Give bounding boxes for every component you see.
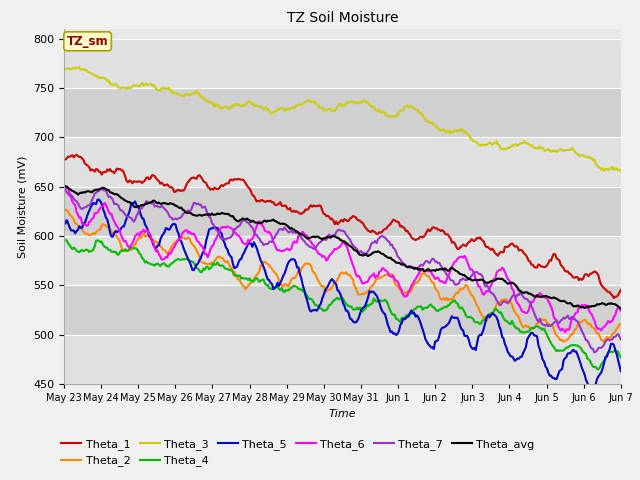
Theta_avg [127,201,135,206]
Theta_2 [462,282,470,288]
Theta_7 [465,276,472,282]
Theta_4 [595,366,602,372]
Theta_1 [282,203,290,209]
Theta_2 [560,339,568,345]
Theta_6 [410,278,418,284]
Theta_7 [591,349,598,355]
Theta_7 [410,265,418,271]
Theta_4 [127,245,135,251]
Line: Theta_2: Theta_2 [64,209,621,342]
Theta_2 [60,206,68,212]
Bar [64,335,621,384]
Theta_4 [465,314,472,320]
Theta_avg [617,306,625,312]
Line: Theta_5: Theta_5 [64,200,621,391]
Theta_4 [410,306,418,312]
Theta_1 [412,237,419,243]
Theta_5 [129,200,136,206]
Theta_avg [462,274,470,280]
Theta_4 [462,312,470,318]
Bar [64,39,621,88]
Theta_avg [465,276,472,282]
Theta_5 [282,267,290,273]
Theta_6 [561,329,569,335]
Theta_avg [60,182,68,188]
Theta_3 [412,107,419,112]
Theta_5 [617,368,625,374]
Line: Theta_7: Theta_7 [64,188,621,352]
Y-axis label: Soil Moisture (mV): Soil Moisture (mV) [17,155,28,258]
Theta_5 [412,314,419,320]
Title: TZ Soil Moisture: TZ Soil Moisture [287,11,398,25]
Theta_2 [281,281,289,287]
Theta_2 [465,287,472,293]
Theta_1 [243,182,251,188]
Theta_1 [617,287,625,293]
Bar [64,88,621,137]
Theta_1 [467,239,474,244]
Theta_4 [60,237,68,243]
Theta_3 [617,168,625,174]
Text: TZ_sm: TZ_sm [67,35,108,48]
Line: Theta_6: Theta_6 [64,187,621,332]
Theta_7 [127,215,135,221]
Theta_2 [127,247,135,253]
Line: Theta_3: Theta_3 [64,67,621,171]
Theta_3 [74,64,82,70]
Theta_1 [129,180,136,186]
Bar [64,285,621,335]
Theta_3 [282,108,290,113]
Line: Theta_1: Theta_1 [64,155,621,298]
Line: Theta_avg: Theta_avg [64,185,621,309]
Theta_2 [617,321,625,327]
Theta_6 [127,242,135,248]
Theta_7 [617,336,625,342]
Theta_1 [610,295,618,301]
Bar [64,137,621,187]
Theta_1 [60,157,68,163]
Theta_7 [241,217,249,223]
Theta_7 [60,185,68,191]
Theta_2 [241,287,249,292]
X-axis label: Time: Time [328,408,356,419]
Theta_5 [463,333,471,339]
Bar [64,236,621,285]
Theta_3 [463,131,471,137]
Theta_6 [281,248,289,253]
Theta_7 [281,225,289,230]
Theta_1 [463,241,471,247]
Theta_3 [243,100,251,106]
Theta_avg [410,266,418,272]
Theta_3 [467,134,474,140]
Theta_3 [129,83,136,89]
Theta_4 [241,276,249,281]
Line: Theta_4: Theta_4 [64,240,621,369]
Theta_avg [241,216,249,222]
Theta_avg [281,221,289,227]
Theta_1 [73,152,81,157]
Theta_5 [95,197,103,203]
Theta_2 [410,281,418,287]
Theta_5 [243,244,251,250]
Theta_5 [467,342,474,348]
Theta_6 [60,184,68,190]
Theta_4 [281,289,289,295]
Bar [64,187,621,236]
Theta_6 [462,255,470,261]
Theta_6 [241,241,249,247]
Theta_3 [60,67,68,73]
Theta_6 [465,263,472,268]
Theta_6 [617,308,625,313]
Theta_4 [617,354,625,360]
Theta_7 [462,277,470,283]
Theta_5 [588,388,595,394]
Legend: Theta_1, Theta_2, Theta_3, Theta_4, Theta_5, Theta_6, Theta_7, Theta_avg: Theta_1, Theta_2, Theta_3, Theta_4, Thet… [57,434,539,471]
Theta_5 [60,217,68,223]
